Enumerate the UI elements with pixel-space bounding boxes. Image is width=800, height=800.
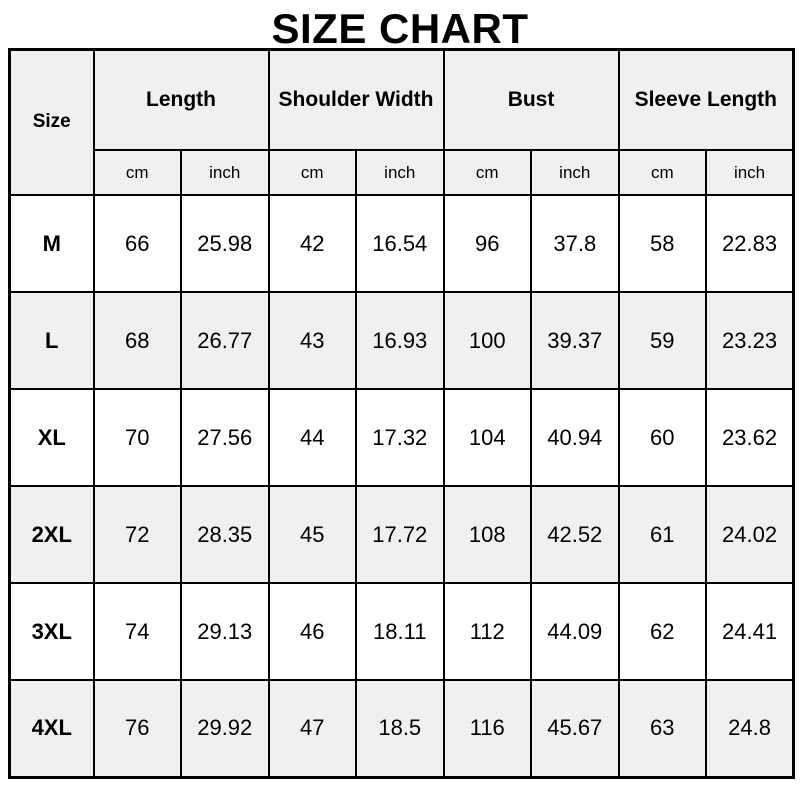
cell-shoulder-inch: 18.5 bbox=[355, 679, 445, 778]
header-row-units: cm inch cm inch cm inch cm inch bbox=[10, 149, 795, 196]
unit-header-shoulder-inch: inch bbox=[355, 149, 445, 196]
cell-sleeve-cm: 63 bbox=[617, 679, 708, 778]
cell-sleeve-inch: 23.23 bbox=[705, 291, 795, 390]
cell-bust-cm: 112 bbox=[442, 582, 533, 681]
cell-bust-cm: 108 bbox=[442, 485, 533, 584]
size-label: M bbox=[8, 194, 95, 293]
cell-sleeve-inch: 23.62 bbox=[705, 388, 795, 487]
cell-length-cm: 66 bbox=[92, 194, 182, 293]
cell-sleeve-inch: 22.83 bbox=[705, 194, 795, 293]
unit-header-sleeve-inch: inch bbox=[705, 149, 795, 196]
cell-shoulder-inch: 16.54 bbox=[355, 194, 445, 293]
cell-shoulder-inch: 18.11 bbox=[355, 582, 445, 681]
page-title: SIZE CHART bbox=[271, 5, 529, 52]
size-label: 2XL bbox=[8, 485, 95, 584]
table-body: M 66 25.98 42 16.54 96 37.8 58 22.83 L 6… bbox=[8, 194, 795, 778]
cell-bust-inch: 39.37 bbox=[530, 291, 620, 390]
unit-header-bust-cm: cm bbox=[442, 149, 533, 196]
column-header-length: Length bbox=[92, 48, 270, 151]
table-header: Size Length Shoulder Width Bust Sleeve L… bbox=[8, 48, 795, 196]
table-row: L 68 26.77 43 16.93 100 39.37 59 23.23 bbox=[8, 291, 795, 390]
table-row: M 66 25.98 42 16.54 96 37.8 58 22.83 bbox=[8, 194, 795, 293]
column-header-bust: Bust bbox=[442, 48, 620, 151]
cell-length-inch: 27.56 bbox=[180, 388, 270, 487]
cell-shoulder-inch: 16.93 bbox=[355, 291, 445, 390]
table-row: 3XL 74 29.13 46 18.11 112 44.09 62 24.41 bbox=[8, 582, 795, 681]
cell-shoulder-cm: 47 bbox=[267, 679, 358, 778]
unit-header-length-cm: cm bbox=[92, 149, 182, 196]
table-row: 2XL 72 28.35 45 17.72 108 42.52 61 24.02 bbox=[8, 485, 795, 584]
cell-length-inch: 29.92 bbox=[180, 679, 270, 778]
cell-length-cm: 76 bbox=[92, 679, 182, 778]
column-header-sleeve-length: Sleeve Length bbox=[617, 48, 795, 151]
cell-sleeve-inch: 24.02 bbox=[705, 485, 795, 584]
cell-sleeve-cm: 62 bbox=[617, 582, 708, 681]
cell-length-inch: 26.77 bbox=[180, 291, 270, 390]
cell-bust-inch: 37.8 bbox=[530, 194, 620, 293]
table-row: XL 70 27.56 44 17.32 104 40.94 60 23.62 bbox=[8, 388, 795, 487]
cell-length-cm: 72 bbox=[92, 485, 182, 584]
cell-bust-inch: 44.09 bbox=[530, 582, 620, 681]
unit-header-sleeve-cm: cm bbox=[617, 149, 708, 196]
cell-length-cm: 68 bbox=[92, 291, 182, 390]
cell-bust-cm: 100 bbox=[442, 291, 533, 390]
cell-sleeve-inch: 24.8 bbox=[705, 679, 795, 778]
cell-bust-inch: 40.94 bbox=[530, 388, 620, 487]
cell-sleeve-cm: 59 bbox=[617, 291, 708, 390]
cell-sleeve-cm: 60 bbox=[617, 388, 708, 487]
cell-length-inch: 29.13 bbox=[180, 582, 270, 681]
cell-shoulder-cm: 43 bbox=[267, 291, 358, 390]
cell-bust-inch: 42.52 bbox=[530, 485, 620, 584]
cell-shoulder-inch: 17.32 bbox=[355, 388, 445, 487]
cell-bust-cm: 116 bbox=[442, 679, 533, 778]
table-container: Size Length Shoulder Width Bust Sleeve L… bbox=[0, 48, 800, 779]
column-header-size: Size bbox=[8, 48, 95, 196]
cell-bust-cm: 104 bbox=[442, 388, 533, 487]
cell-bust-inch: 45.67 bbox=[530, 679, 620, 778]
cell-shoulder-cm: 44 bbox=[267, 388, 358, 487]
cell-bust-cm: 96 bbox=[442, 194, 533, 293]
cell-shoulder-inch: 17.72 bbox=[355, 485, 445, 584]
cell-sleeve-cm: 58 bbox=[617, 194, 708, 293]
cell-sleeve-cm: 61 bbox=[617, 485, 708, 584]
cell-shoulder-cm: 46 bbox=[267, 582, 358, 681]
size-label: 3XL bbox=[8, 582, 95, 681]
cell-length-inch: 25.98 bbox=[180, 194, 270, 293]
cell-shoulder-cm: 45 bbox=[267, 485, 358, 584]
size-label: L bbox=[8, 291, 95, 390]
size-label: XL bbox=[8, 388, 95, 487]
table-row: 4XL 76 29.92 47 18.5 116 45.67 63 24.8 bbox=[8, 679, 795, 778]
header-row-groups: Size Length Shoulder Width Bust Sleeve L… bbox=[8, 48, 795, 196]
size-chart-table: Size Length Shoulder Width Bust Sleeve L… bbox=[8, 48, 796, 779]
cell-shoulder-cm: 42 bbox=[267, 194, 358, 293]
size-label: 4XL bbox=[8, 679, 95, 778]
unit-header-shoulder-cm: cm bbox=[267, 149, 358, 196]
unit-header-length-inch: inch bbox=[180, 149, 270, 196]
cell-sleeve-inch: 24.41 bbox=[705, 582, 795, 681]
cell-length-cm: 74 bbox=[92, 582, 182, 681]
cell-length-inch: 28.35 bbox=[180, 485, 270, 584]
column-header-shoulder-width: Shoulder Width bbox=[267, 48, 445, 151]
unit-header-bust-inch: inch bbox=[530, 149, 620, 196]
cell-length-cm: 70 bbox=[92, 388, 182, 487]
